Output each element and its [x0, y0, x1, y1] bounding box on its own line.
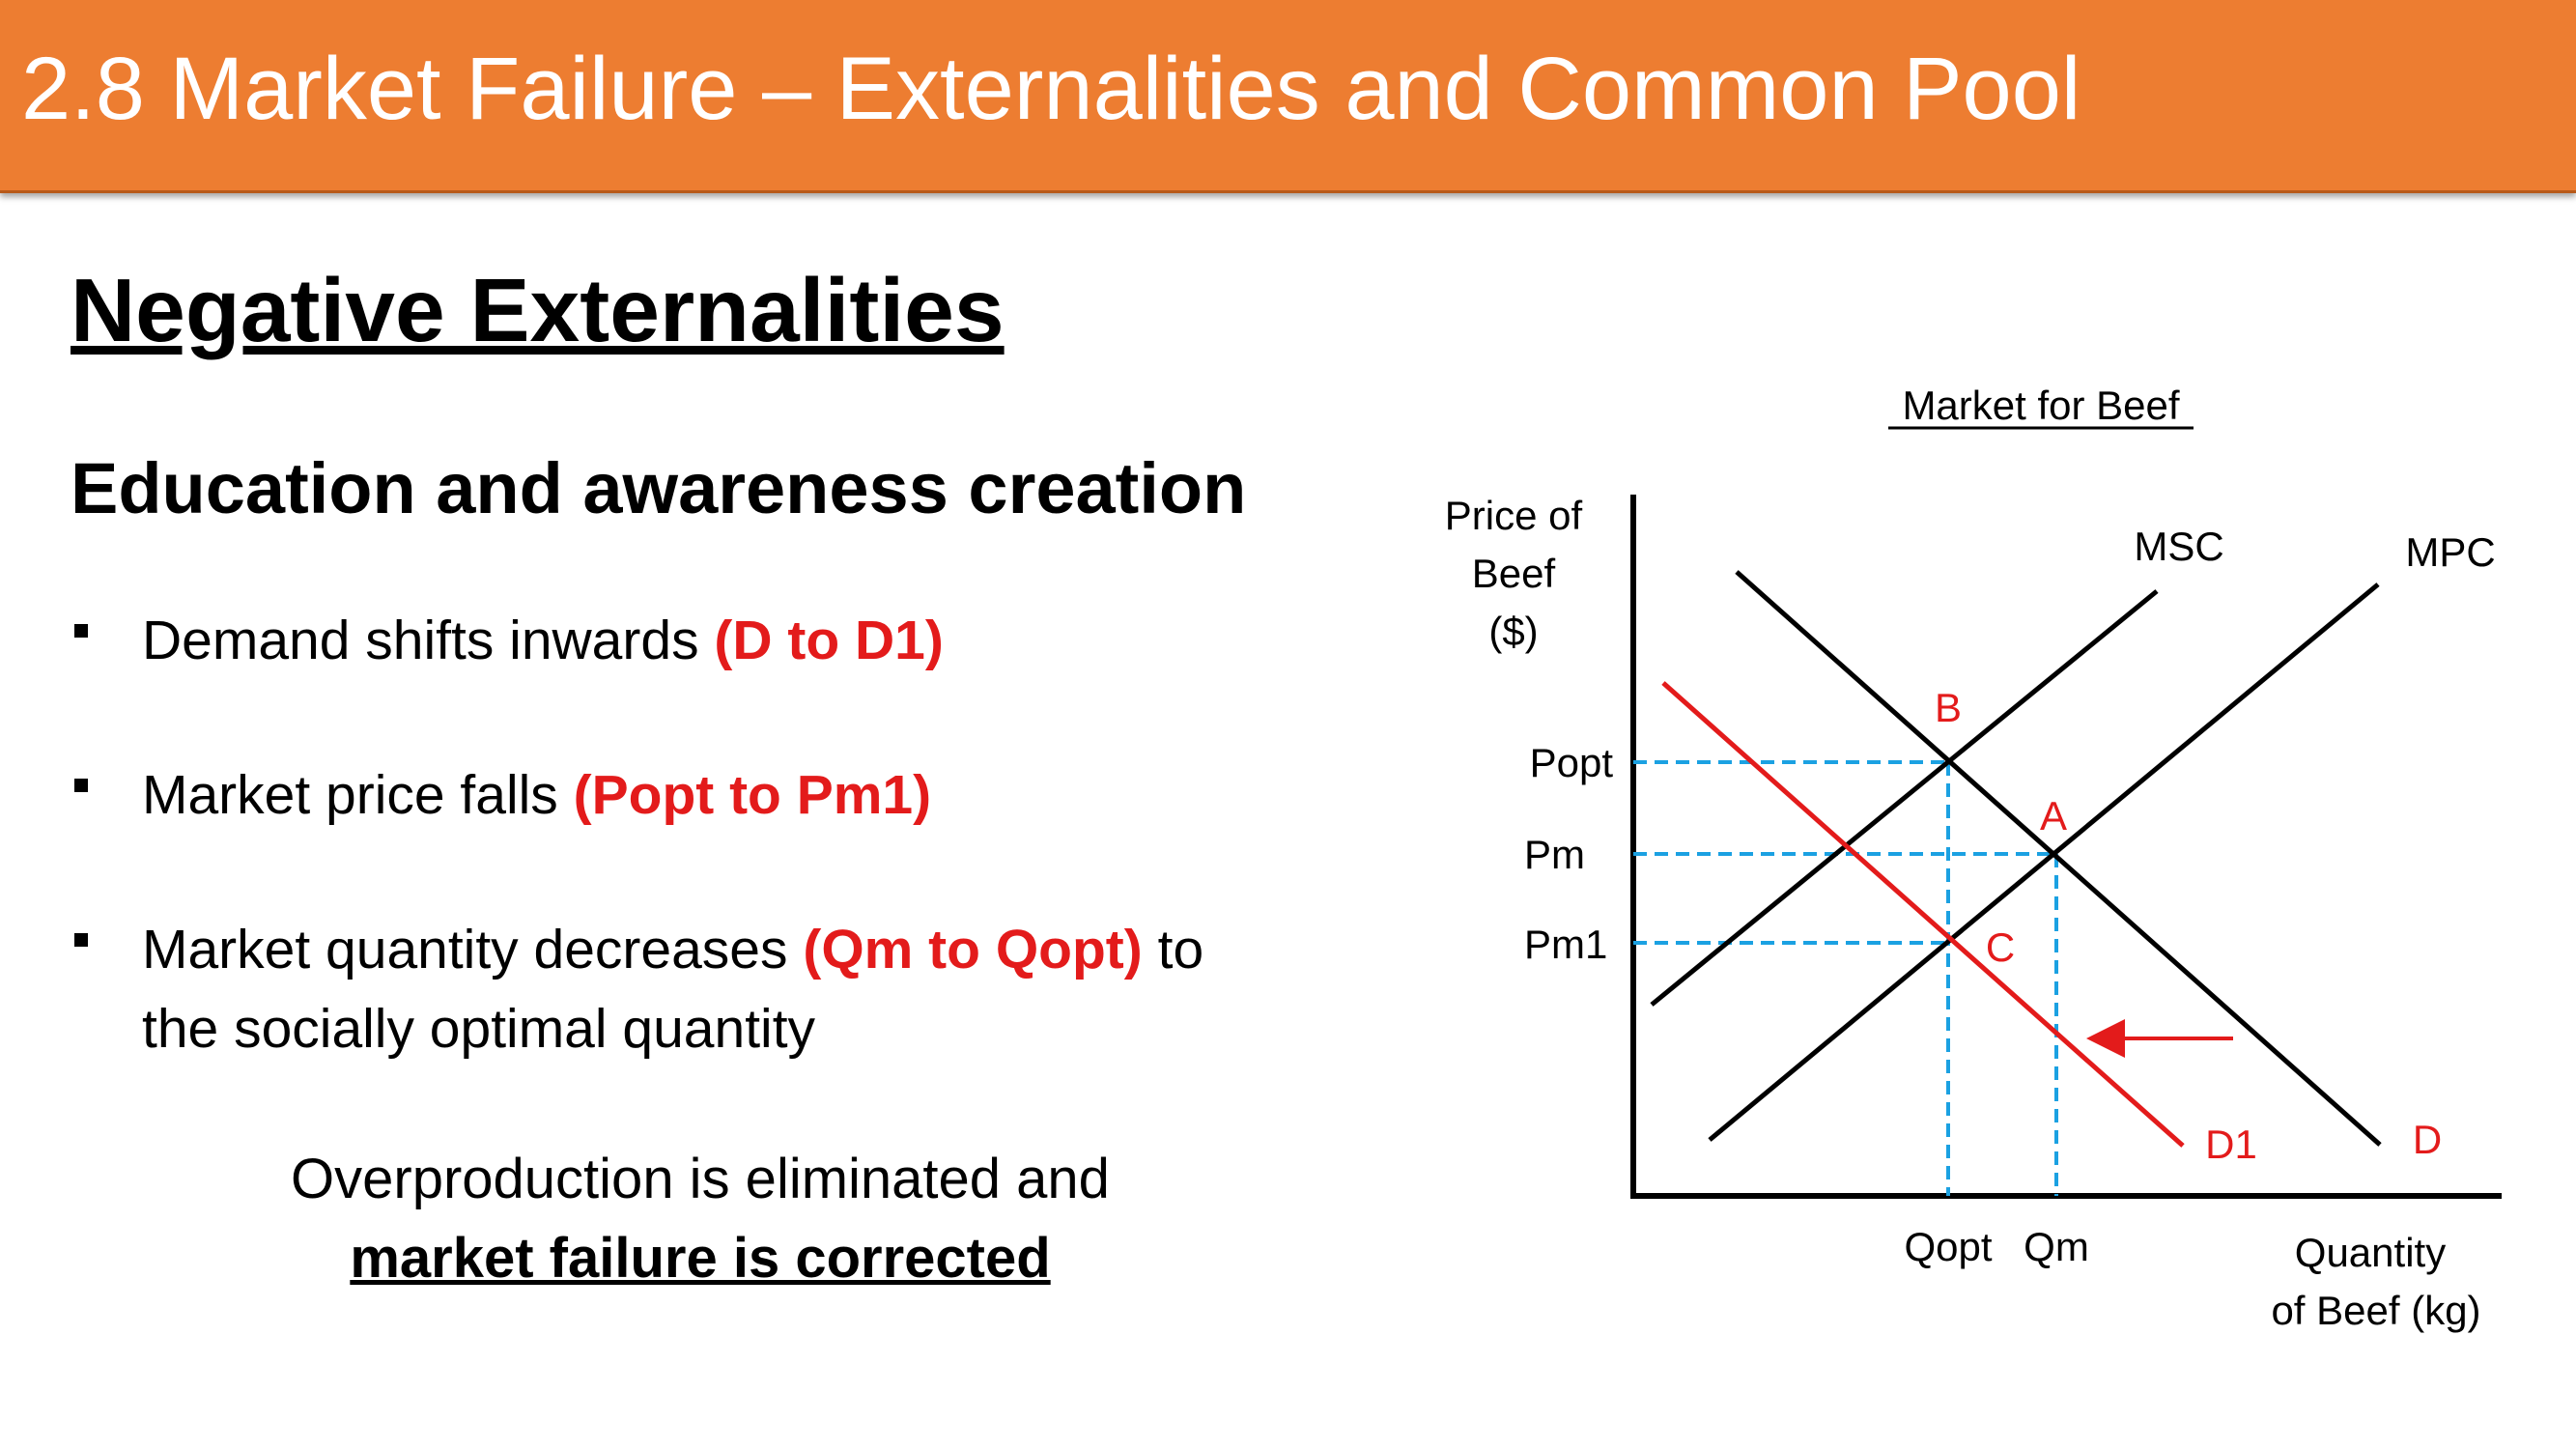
bullet-text: Demand shifts inwards [142, 610, 715, 671]
square-bullet-icon [74, 933, 88, 947]
point-a-label: A [2040, 793, 2067, 838]
conclusion-line-1: Overproduction is eliminated and [291, 1148, 1110, 1210]
y-axis-label-line-3: ($) [1488, 609, 1538, 654]
pm1-label: Pm1 [1524, 922, 1607, 967]
bullet-highlight: (Qm to Qopt) [803, 919, 1143, 980]
point-b-label: B [1935, 685, 1962, 730]
square-bullet-icon [74, 779, 88, 792]
d1-label: D1 [2205, 1122, 2257, 1167]
title-bar: 2.8 Market Failure – Externalities and C… [0, 0, 2576, 193]
x-axis-label-line-2: of Beef (kg) [2271, 1288, 2480, 1333]
y-axis-label-line-1: Price of [1445, 493, 1583, 538]
pm-label: Pm [1524, 832, 1585, 877]
bullet-highlight: (D to D1) [714, 610, 944, 671]
qm-label: Qm [2024, 1224, 2089, 1269]
point-c-label: C [1986, 924, 2015, 970]
msc-label: MSC [2134, 524, 2223, 569]
bullet-text: Market quantity decreases [142, 919, 804, 980]
bullet-text-continued: the socially optimal quantity [142, 998, 816, 1060]
conclusion-line-2: market failure is corrected [350, 1227, 1051, 1290]
y-axis-label-line-2: Beef [1472, 551, 1556, 596]
conclusion: Overproduction is eliminated and market … [184, 1140, 1217, 1298]
square-bullet-icon [74, 624, 88, 638]
demand-curve-d1 [1661, 681, 2185, 1148]
popt-label: Popt [1530, 740, 1614, 785]
diagram-title: Market for Beef [1902, 383, 2179, 428]
mpc-curve [1708, 582, 2380, 1142]
bullet-text-after: to [1142, 919, 1204, 980]
bullet-text: Market price falls [142, 764, 574, 826]
msc-curve [1650, 589, 2159, 1007]
bullet-highlight: (Popt to Pm1) [573, 764, 932, 826]
mpc-label: MPC [2405, 529, 2495, 575]
subtitle: Education and awareness creation [71, 448, 1247, 528]
d-label: D [2413, 1117, 2442, 1162]
demand-curve-d [1735, 570, 2382, 1147]
slide-title: 2.8 Market Failure – Externalities and C… [21, 40, 2081, 138]
section-title: Negative Externalities [71, 260, 1005, 360]
qopt-label: Qopt [1904, 1224, 1992, 1269]
x-axis-label-line-1: Quantity [2295, 1230, 2446, 1275]
